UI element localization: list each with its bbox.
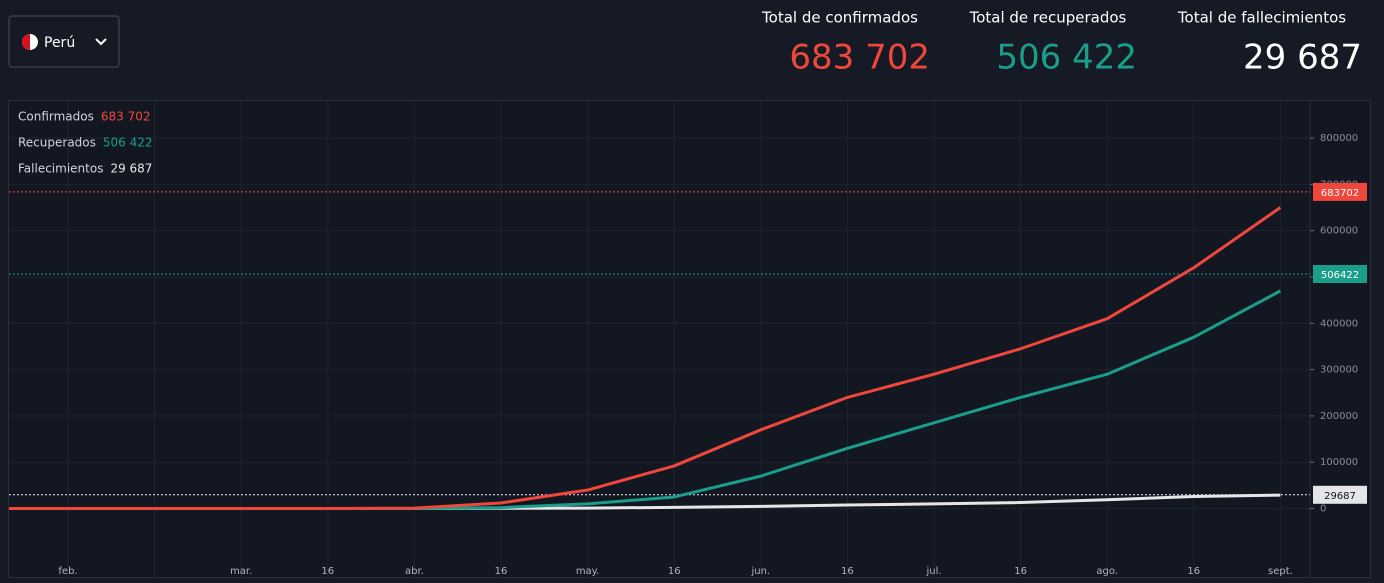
y-tick-label: 800000 [1320, 133, 1358, 144]
y-tick-label: 0 [1320, 504, 1326, 515]
country-select[interactable] [8, 15, 120, 68]
x-tick-label: ago. [1096, 566, 1118, 577]
x-tick-label: may. [576, 566, 600, 577]
price-tag-label: 506422 [1321, 270, 1359, 281]
x-tick-label: feb. [58, 566, 77, 577]
total-value: 506 422 [996, 38, 1137, 78]
x-tick-label: jun. [750, 566, 770, 577]
x-tick-label: 16 [321, 566, 334, 577]
legend-name: Recuperados [18, 136, 96, 150]
price-tag-label: 683702 [1321, 188, 1359, 199]
country-name: Perú [44, 35, 75, 51]
price-tag [1313, 182, 1367, 201]
price-tag-label: 29687 [1324, 491, 1356, 502]
legend-value: 506 422 [103, 136, 153, 150]
x-tick-label: sept. [1268, 566, 1293, 577]
legend-name: Confirmados [18, 110, 94, 124]
y-tick-label: 600000 [1320, 226, 1358, 237]
price-tag [1313, 265, 1367, 284]
flag-left [22, 34, 30, 50]
x-tick-label: 16 [495, 566, 508, 577]
x-tick-label: 16 [668, 566, 681, 577]
x-tick-label: 16 [1014, 566, 1027, 577]
x-tick-label: 16 [841, 566, 854, 577]
y-tick-label: 300000 [1320, 365, 1358, 376]
total-title: Total de fallecimientos [1177, 9, 1346, 27]
total-value: 683 702 [789, 38, 930, 78]
plot: 0100000200000300000400000500000600000700… [9, 101, 1367, 578]
x-tick-label: mar. [230, 566, 252, 577]
x-tick-label: jul. [925, 566, 941, 577]
total-value: 29 687 [1243, 38, 1362, 78]
price-tag [1313, 485, 1367, 504]
total-title: Total de confirmados [761, 9, 918, 27]
y-tick-label: 400000 [1320, 318, 1358, 329]
x-tick-label: abr. [405, 566, 424, 577]
legend-value: 683 702 [101, 110, 151, 124]
chevron [95, 38, 107, 46]
total-title: Total de recuperados [969, 9, 1127, 27]
y-tick-label: 100000 [1320, 457, 1358, 468]
legend-value: 29 687 [110, 162, 152, 176]
series-line [68, 206, 1282, 511]
x-tick-label: 16 [1187, 566, 1200, 577]
legend-name: Fallecimientos [18, 162, 103, 176]
y-tick-label: 200000 [1320, 411, 1358, 422]
